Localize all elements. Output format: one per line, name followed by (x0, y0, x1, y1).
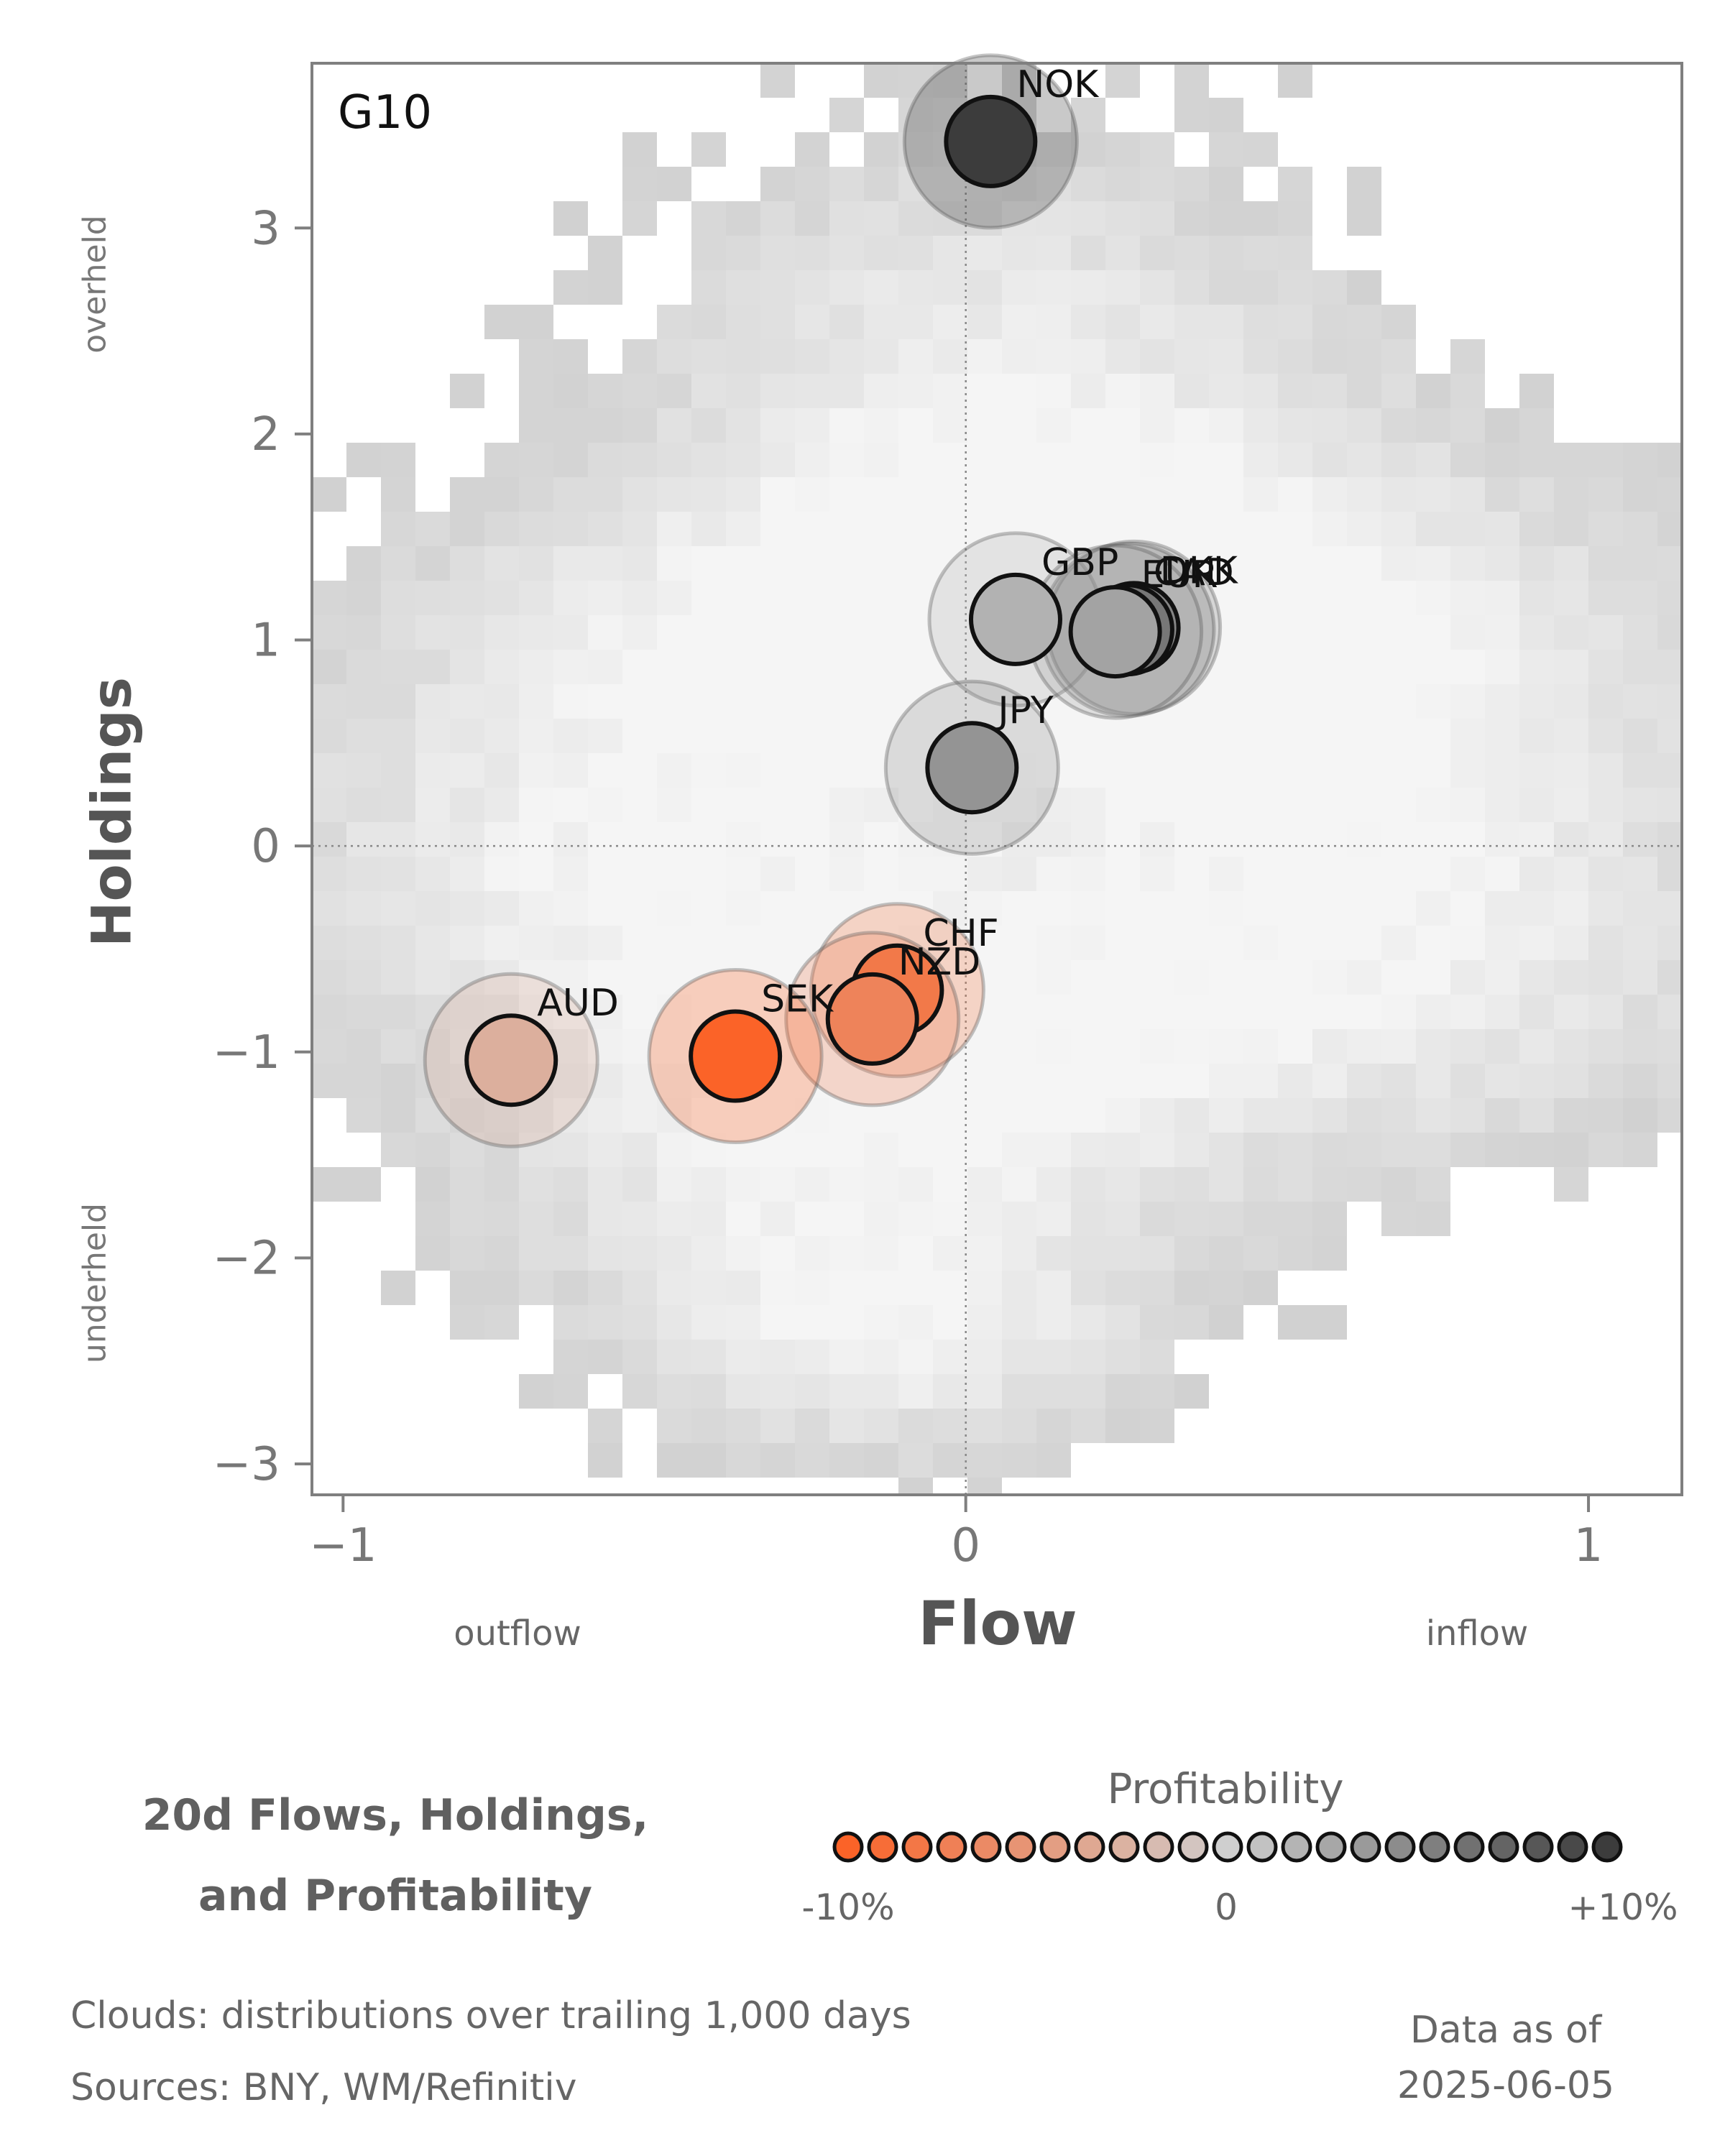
profitability-colorbar (832, 1831, 1623, 1863)
point-gbp[interactable] (968, 572, 1062, 666)
reference-lines (312, 63, 1682, 1495)
colorbar-swatch (1039, 1831, 1071, 1863)
colorbar-swatch (1212, 1831, 1243, 1863)
y-tick-label: 3 (251, 202, 280, 255)
colorbar-tick-mid: 0 (1215, 1886, 1238, 1928)
colorbar-swatch (1108, 1831, 1140, 1863)
as-of-date: 2025-06-05 (1397, 2064, 1615, 2107)
point-label-dkk: DKK (1160, 549, 1239, 592)
colorbar-swatch (1453, 1831, 1485, 1863)
colorbar-tick-high: +10% (1568, 1886, 1678, 1928)
point-nzd[interactable] (825, 972, 919, 1066)
as-of-label: Data as of (1409, 2009, 1602, 2052)
point-eur[interactable] (1068, 585, 1162, 679)
colorbar-title: Profitability (1107, 1764, 1344, 1813)
point-label-gbp: GBP (1041, 541, 1118, 584)
point-label-aud: AUD (537, 982, 619, 1025)
footnote-clouds: Clouds: distributions over trailing 1,00… (70, 1994, 911, 2037)
colorbar-swatch (1350, 1831, 1381, 1863)
title-line-2: and Profitability (198, 1871, 592, 1921)
x-axis-title: Flow (918, 1588, 1077, 1659)
y-side-label-top: overheld (76, 215, 114, 354)
colorbar-swatch (1419, 1831, 1450, 1863)
chart-title: 20d Flows, Holdings, and Profitability (115, 1775, 676, 1936)
y-axis-title: Holdings (79, 676, 144, 948)
colorbar-swatch (1591, 1831, 1623, 1863)
colorbar-swatch (1177, 1831, 1209, 1863)
point-label-nzd: NZD (898, 941, 981, 984)
y-tick-label: −3 (213, 1438, 280, 1491)
x-tick-label: 0 (951, 1519, 980, 1572)
y-tick-label: 2 (251, 408, 280, 461)
y-side-label-bottom: underheld (76, 1202, 114, 1364)
colorbar-swatch (1143, 1831, 1174, 1863)
plot-frame (310, 62, 1683, 1496)
colorbar-swatch (1557, 1831, 1588, 1863)
colorbar-swatch (936, 1831, 967, 1863)
colorbar-tick-low: -10% (801, 1886, 895, 1928)
point-label-jpy: JPY (995, 689, 1054, 732)
colorbar-swatch (901, 1831, 933, 1863)
panel-label: G10 (338, 86, 433, 139)
colorbar-swatch (867, 1831, 898, 1863)
point-sek[interactable] (689, 1009, 783, 1103)
point-jpy[interactable] (925, 721, 1019, 815)
colorbar-swatch (1384, 1831, 1416, 1863)
colorbar-swatch (1522, 1831, 1554, 1863)
y-tick-label: −1 (213, 1026, 280, 1079)
y-tick-label: −2 (213, 1232, 280, 1285)
x-tick-label: 1 (1574, 1519, 1604, 1572)
colorbar-swatch (832, 1831, 864, 1863)
y-tick-label: 0 (251, 820, 280, 873)
colorbar-swatch (1005, 1831, 1036, 1863)
x-side-label-right: inflow (1425, 1613, 1529, 1654)
point-aud[interactable] (464, 1013, 558, 1107)
point-label-eur: EUR (1141, 553, 1218, 596)
axis-ticks: −1 0 1 3 2 1 0 −1 −2 −3 (213, 202, 1604, 1572)
x-tick-label: −1 (309, 1519, 377, 1572)
point-label-nok: NOK (1016, 63, 1100, 106)
colorbar-swatch (1074, 1831, 1105, 1863)
colorbar-swatch (970, 1831, 1002, 1863)
point-label-chf: CHF (923, 912, 998, 955)
y-tick-label: 1 (251, 614, 280, 668)
footnote-sources: Sources: BNY, WM/Refinitiv (70, 2066, 577, 2109)
colorbar-swatch (1246, 1831, 1278, 1863)
title-line-1: 20d Flows, Holdings, (142, 1790, 649, 1841)
colorbar-swatch (1315, 1831, 1347, 1863)
point-nok[interactable] (944, 94, 1038, 188)
point-label-cad: CAD (1154, 551, 1234, 594)
colorbar-swatch (1488, 1831, 1519, 1863)
colorbar-swatch (1281, 1831, 1312, 1863)
x-side-label-left: outflow (454, 1613, 581, 1654)
point-label-sek: SEK (761, 978, 834, 1021)
